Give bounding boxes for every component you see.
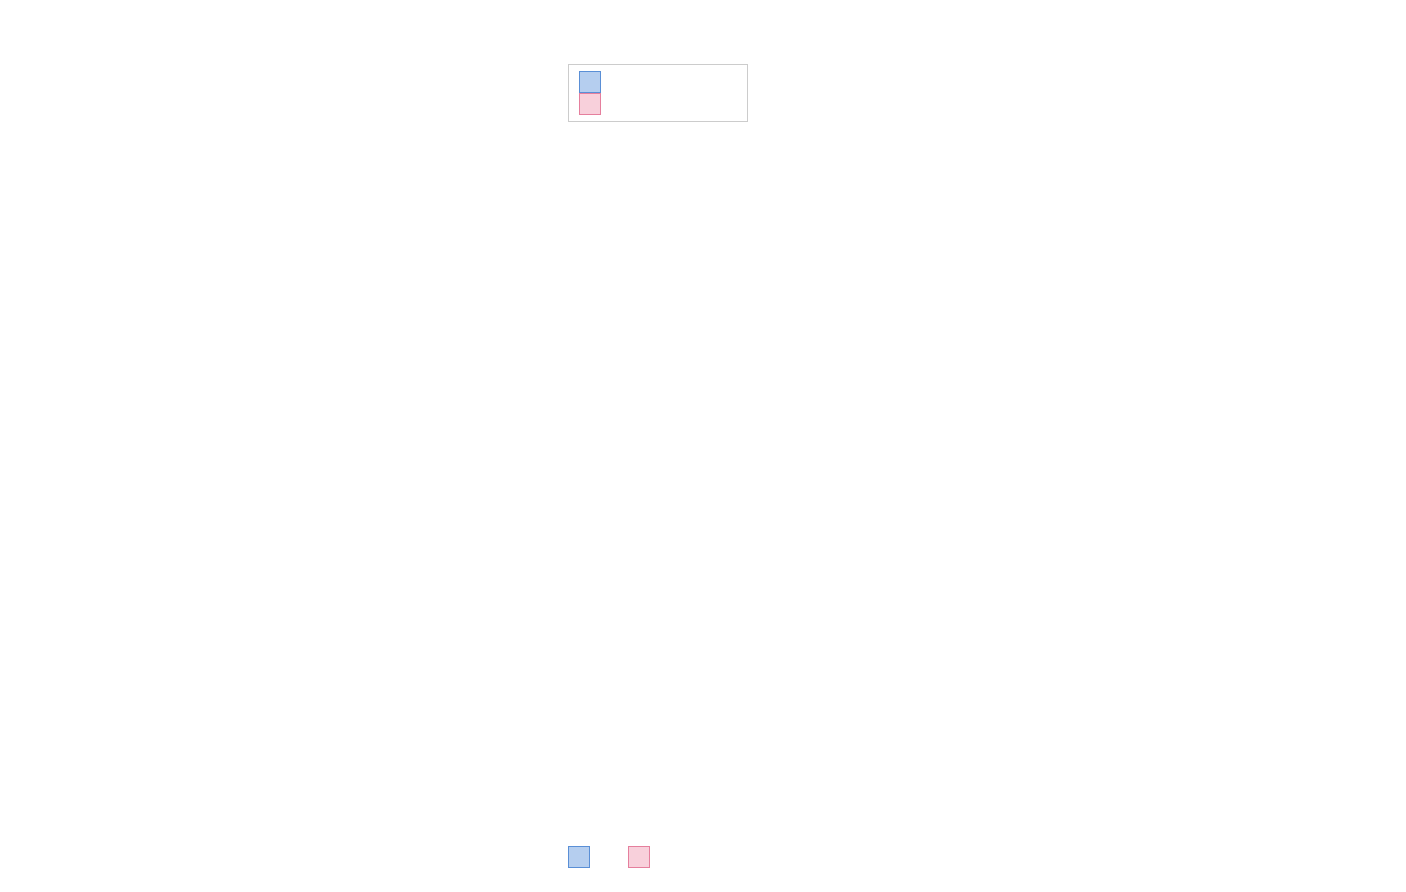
correlation-legend [568, 64, 748, 122]
scatter-plot [48, 58, 1378, 828]
swatch-delaware-icon [568, 846, 590, 868]
legend-row-delaware [579, 71, 733, 93]
series-legend [568, 846, 658, 868]
legend-item-costaricans [628, 846, 658, 868]
swatch-delaware [579, 71, 601, 93]
legend-item-delaware [568, 846, 598, 868]
legend-row-costaricans [579, 93, 733, 115]
chart-canvas [48, 58, 1378, 828]
swatch-costaricans-icon [628, 846, 650, 868]
swatch-costaricans [579, 93, 601, 115]
